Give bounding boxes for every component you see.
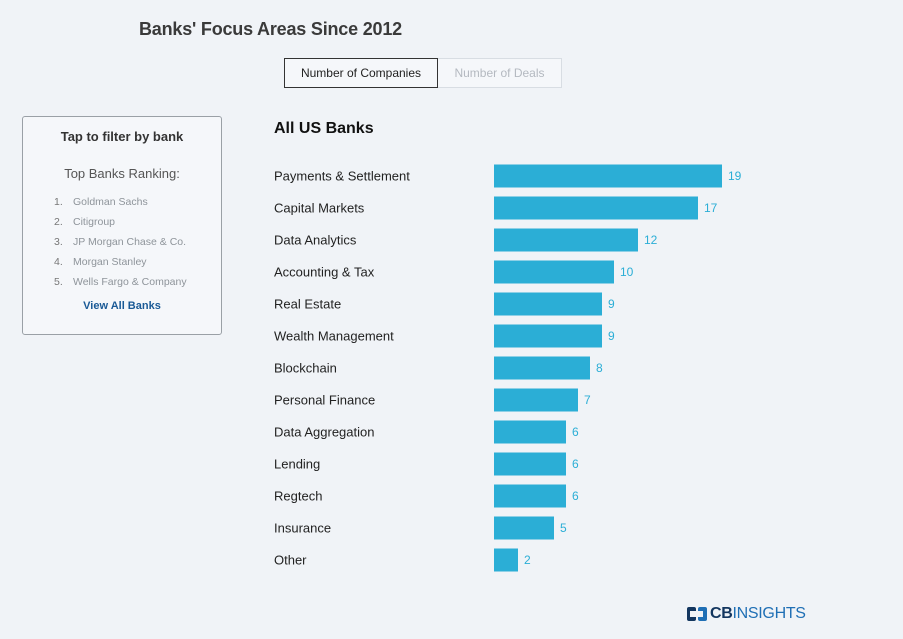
- bank-name: Morgan Stanley: [73, 256, 147, 268]
- value-label: 9: [608, 329, 615, 343]
- ranking-title: Top Banks Ranking:: [64, 166, 180, 181]
- bar[interactable]: [494, 228, 638, 252]
- bank-filter-panel: Tap to filter by bank Top Banks Ranking:…: [22, 116, 222, 335]
- view-all-banks-link[interactable]: View All Banks: [83, 300, 161, 312]
- cb-insights-logo: CB INSIGHTS: [687, 605, 806, 623]
- value-label: 10: [620, 265, 634, 279]
- value-label: 2: [524, 553, 531, 567]
- category-label: Payments & Settlement: [274, 169, 410, 184]
- bank-ranking-item[interactable]: 4. Morgan Stanley: [54, 256, 147, 268]
- metric-toggle: Number of Companies Number of Deals: [284, 58, 562, 88]
- category-label: Lending: [274, 457, 320, 472]
- category-label: Insurance: [274, 521, 331, 536]
- category-label: Wealth Management: [274, 329, 394, 344]
- bar[interactable]: [494, 420, 566, 444]
- page-title: Banks' Focus Areas Since 2012: [139, 19, 402, 39]
- category-label: Other: [274, 553, 307, 568]
- value-label: 5: [560, 521, 567, 535]
- value-label: 6: [572, 425, 579, 439]
- chart-title: All US Banks: [274, 120, 374, 137]
- bar[interactable]: [494, 548, 518, 572]
- category-label: Data Analytics: [274, 233, 357, 248]
- number-of-deals-tab[interactable]: Number of Deals: [438, 58, 562, 88]
- bank-ranking-list: 1. Goldman Sachs 2. Citigroup 3. JP Morgan …: [23, 192, 221, 292]
- brand-cb: CB: [710, 605, 733, 622]
- value-label: 6: [572, 457, 579, 471]
- category-label: Real Estate: [274, 297, 341, 312]
- value-label: 9: [608, 297, 615, 311]
- bar[interactable]: [494, 484, 566, 508]
- category-label: Personal Finance: [274, 393, 375, 408]
- value-label: 6: [572, 489, 579, 503]
- category-label: Blockchain: [274, 361, 337, 376]
- bank-ranking-item[interactable]: 1. Goldman Sachs: [54, 196, 148, 208]
- bar[interactable]: [494, 292, 602, 316]
- bank-ranking-item[interactable]: 2. Citigroup: [54, 216, 116, 228]
- category-label: Accounting & Tax: [274, 265, 375, 280]
- bank-name: Citigroup: [73, 216, 116, 228]
- value-label: 12: [644, 233, 658, 247]
- bar[interactable]: [494, 196, 698, 220]
- bar-chart: Payments & Settlement 19 Capital Markets 17…: [274, 164, 742, 572]
- bank-ranking-item[interactable]: 3. JP Morgan Chase & Co.: [54, 236, 187, 248]
- filter-title: Tap to filter by bank: [60, 129, 184, 144]
- category-label: Regtech: [274, 489, 322, 504]
- bar[interactable]: [494, 164, 722, 188]
- value-label: 7: [584, 393, 591, 407]
- bar[interactable]: [494, 388, 578, 412]
- category-label: Capital Markets: [274, 201, 365, 216]
- bank-name: JP Morgan Chase & Co.: [73, 236, 187, 248]
- cb-insights-logo-icon: [687, 607, 707, 621]
- bar[interactable]: [494, 516, 554, 540]
- bank-ranking-item[interactable]: 5. Wells Fargo & Company: [54, 276, 187, 288]
- number-of-companies-tab[interactable]: Number of Companies: [284, 58, 438, 88]
- brand-insights: INSIGHTS: [732, 605, 806, 622]
- bar[interactable]: [494, 324, 602, 348]
- bar[interactable]: [494, 260, 614, 284]
- bar[interactable]: [494, 356, 590, 380]
- value-label: 17: [704, 201, 718, 215]
- bank-name: Wells Fargo & Company: [73, 276, 187, 288]
- bank-name: Goldman Sachs: [73, 196, 148, 208]
- value-label: 8: [596, 361, 603, 375]
- bar[interactable]: [494, 452, 566, 476]
- value-label: 19: [728, 169, 742, 183]
- category-label: Data Aggregation: [274, 425, 374, 440]
